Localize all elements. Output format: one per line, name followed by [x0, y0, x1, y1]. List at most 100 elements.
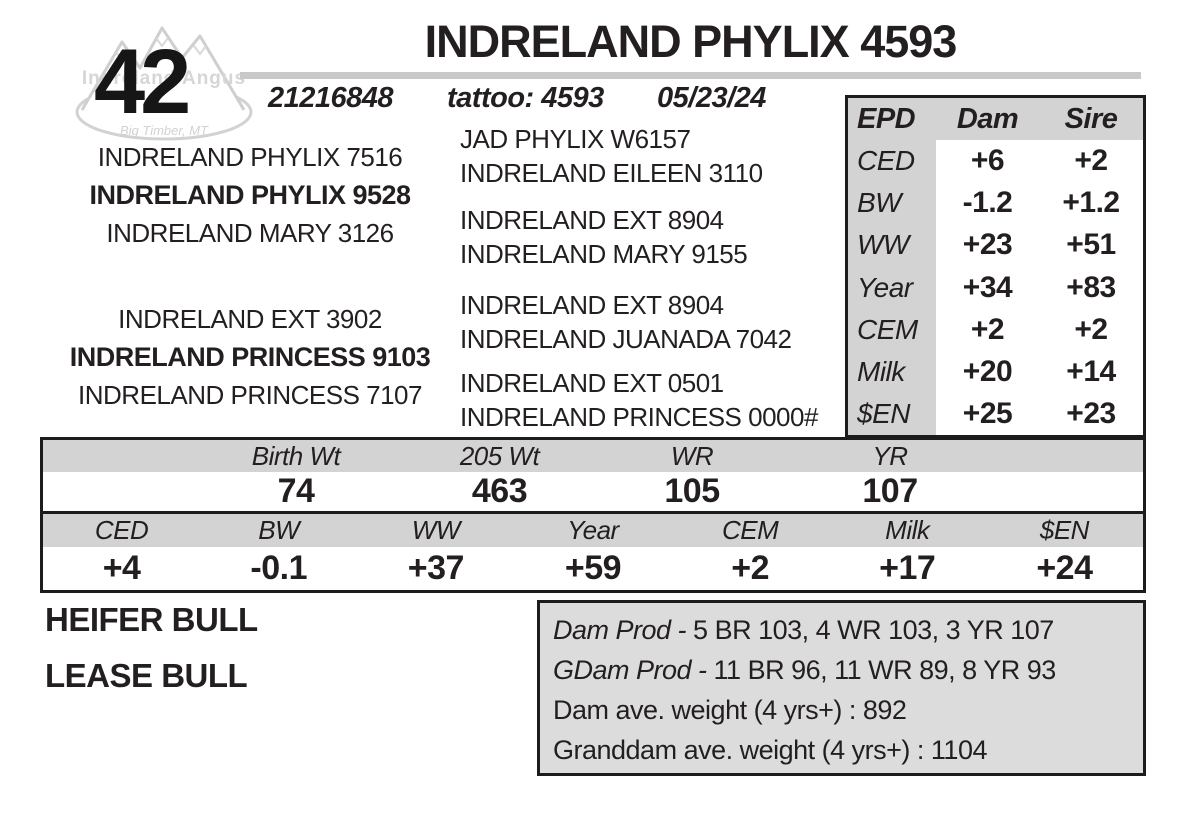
registration-number: 21216848: [268, 82, 394, 114]
epd-label: WW: [848, 224, 936, 267]
epd-parent-table: EPD Dam Sire CED +6 +2 BW -1.2 +1.2 WW +…: [845, 95, 1146, 438]
epd-row-ww: WW +23 +51: [848, 224, 1143, 267]
epd-table-header: EPD Dam Sire: [848, 98, 1143, 141]
weights-value: 74: [277, 472, 315, 510]
epd-header-sire: Sire: [1039, 98, 1143, 141]
own-epd-header-cell: CEM: [721, 515, 779, 545]
sire-line-block: INDRELAND PHYLIX 7516 INDRELAND PHYLIX 9…: [45, 138, 455, 252]
epd-sire-value: +14: [1066, 354, 1116, 388]
ancestor-name: INDRELAND EXT 8904: [460, 205, 724, 235]
epd-sire-value: +2: [1074, 144, 1108, 178]
epd-row-year: Year +34 +83: [848, 266, 1143, 309]
sire-name: INDRELAND PHYLIX 9528: [89, 180, 411, 210]
ancestor-name: INDRELAND EILEEN 3110: [460, 158, 763, 188]
dam-grandsire-parents: INDRELAND EXT 8904 INDRELAND JUANADA 704…: [460, 288, 860, 356]
epd-dam-value: +23: [962, 228, 1013, 262]
spacer: [43, 440, 186, 472]
dam-name: INDRELAND PRINCESS 9103: [69, 342, 431, 372]
sire-grandsire-parents: JAD PHYLIX W6157 INDRELAND EILEEN 3110: [460, 122, 860, 190]
note-heifer-bull: HEIFER BULL: [45, 601, 258, 638]
weights-header: 205 Wt: [459, 440, 540, 471]
epd-label: CEM: [848, 308, 936, 351]
epd-label: $EN: [848, 392, 936, 435]
note-lease-bull: LEASE BULL: [45, 657, 248, 694]
own-epd-values: +4 -0.1 +37 +59 +2 +17 +24: [43, 547, 1143, 590]
epd-sire-value: +1.2: [1062, 186, 1120, 220]
title-underline: [240, 72, 1141, 79]
birth-date: 05/23/24: [657, 82, 766, 114]
dam-granddam: INDRELAND PRINCESS 7107: [78, 380, 422, 410]
weights-value: 463: [471, 472, 528, 510]
own-epd-value: +4: [102, 549, 141, 587]
own-epd-header-cell: WW: [411, 515, 461, 545]
ancestor-name: INDRELAND JUANADA 7042: [460, 324, 792, 354]
epd-label: Year: [848, 266, 936, 309]
gdam-prod-text: 11 BR 96, 11 WR 89, 8 YR 93: [713, 655, 1057, 685]
ranch-watermark-text: Indreland Angus: [81, 68, 247, 89]
ancestor-name: JAD PHYLIX W6157: [460, 124, 691, 154]
epd-row-milk: Milk +20 +14: [848, 350, 1143, 393]
tattoo-number: tattoo: 4593: [447, 82, 604, 114]
epd-row-ced: CED +6 +2: [848, 140, 1143, 183]
epd-row-cem: CEM +2 +2: [848, 308, 1143, 351]
own-epd-value: +2: [731, 549, 770, 587]
weights-header: YR: [872, 440, 908, 471]
dam-grandsire: INDRELAND EXT 3902: [118, 304, 382, 334]
dam-granddam-parents: INDRELAND EXT 0501 INDRELAND PRINCESS 00…: [460, 366, 860, 434]
sire-granddam-parents: INDRELAND EXT 8904 INDRELAND MARY 9155: [460, 203, 860, 271]
ancestor-name: INDRELAND PRINCESS 0000#: [460, 402, 818, 432]
weights-value: 107: [862, 472, 918, 510]
own-epd-header-cell: BW: [258, 515, 300, 545]
weights-header: Birth Wt: [251, 440, 341, 471]
epd-sire-value: +51: [1066, 228, 1116, 262]
dam-prod-label: Dam Prod -: [553, 615, 694, 645]
epd-dam-value: +20: [962, 354, 1013, 388]
sire-granddam: INDRELAND MARY 3126: [106, 218, 394, 248]
dam-weight-line: Dam ave. weight (4 yrs+) : 892: [553, 690, 1130, 730]
epd-header-dam: Dam: [936, 98, 1039, 141]
dam-weight-text: Dam ave. weight (4 yrs+) : 892: [553, 695, 907, 725]
epd-dam-value: +34: [962, 270, 1013, 304]
own-epd-header-cell: Year: [567, 515, 619, 545]
own-epd-value: +59: [564, 549, 622, 587]
epd-dam-value: +25: [962, 396, 1013, 430]
spacer: [43, 472, 186, 511]
epd-sire-value: +83: [1066, 270, 1116, 304]
granddam-weight-text: Granddam ave. weight (4 yrs+) : 1104: [553, 735, 987, 765]
epd-dam-value: -1.2: [962, 186, 1013, 220]
sire-grandsire: INDRELAND PHYLIX 7516: [97, 142, 403, 172]
own-epd-value: +37: [407, 549, 465, 587]
own-epd-value: +17: [879, 549, 936, 587]
dam-prod-line: Dam Prod - 5 BR 103, 4 WR 103, 3 YR 107: [553, 610, 1130, 650]
weights-table-values: 74 463 105 107: [43, 472, 1143, 511]
epd-sire-value: +23: [1066, 396, 1116, 430]
granddam-weight-line: Granddam ave. weight (4 yrs+) : 1104: [553, 730, 1130, 770]
epd-label: CED: [848, 140, 936, 183]
lot-number: 42: [94, 31, 191, 133]
epd-sire-value: +2: [1074, 312, 1108, 346]
epd-dam-value: +6: [970, 144, 1005, 178]
page-title: INDRELAND PHYLIX 4593: [424, 16, 958, 67]
own-epd-header-cell: Milk: [885, 515, 930, 545]
ancestor-name: INDRELAND MARY 9155: [460, 239, 748, 269]
own-epd-header: CED BW WW Year CEM Milk $EN: [43, 514, 1143, 547]
ranch-location-text: Big Timber, MT: [119, 123, 208, 138]
weights-header: WR: [670, 440, 714, 471]
gdam-prod-label: GDam Prod -: [553, 655, 714, 685]
epd-header-label: EPD: [848, 98, 936, 141]
weights-table: Birth Wt 205 Wt WR YR 74 463 105 107: [40, 437, 1146, 514]
own-epd-table: CED BW WW Year CEM Milk $EN +4 -0.1 +37 …: [40, 511, 1146, 593]
ancestor-name: INDRELAND EXT 8904: [460, 290, 724, 320]
epd-row-bw: BW -1.2 +1.2: [848, 182, 1143, 225]
weights-table-header: Birth Wt 205 Wt WR YR: [43, 440, 1143, 472]
dam-production-box: Dam Prod - 5 BR 103, 4 WR 103, 3 YR 107 …: [537, 600, 1146, 776]
own-epd-value: -0.1: [250, 549, 307, 587]
epd-dam-value: +2: [970, 312, 1005, 346]
epd-label: BW: [848, 182, 936, 225]
epd-row-en: $EN +25 +23: [848, 392, 1143, 435]
dam-prod-text: 5 BR 103, 4 WR 103, 3 YR 107: [693, 615, 1054, 645]
own-epd-value: +24: [1036, 549, 1093, 587]
spacer: [989, 440, 1143, 472]
own-epd-header-cell: CED: [94, 515, 149, 545]
